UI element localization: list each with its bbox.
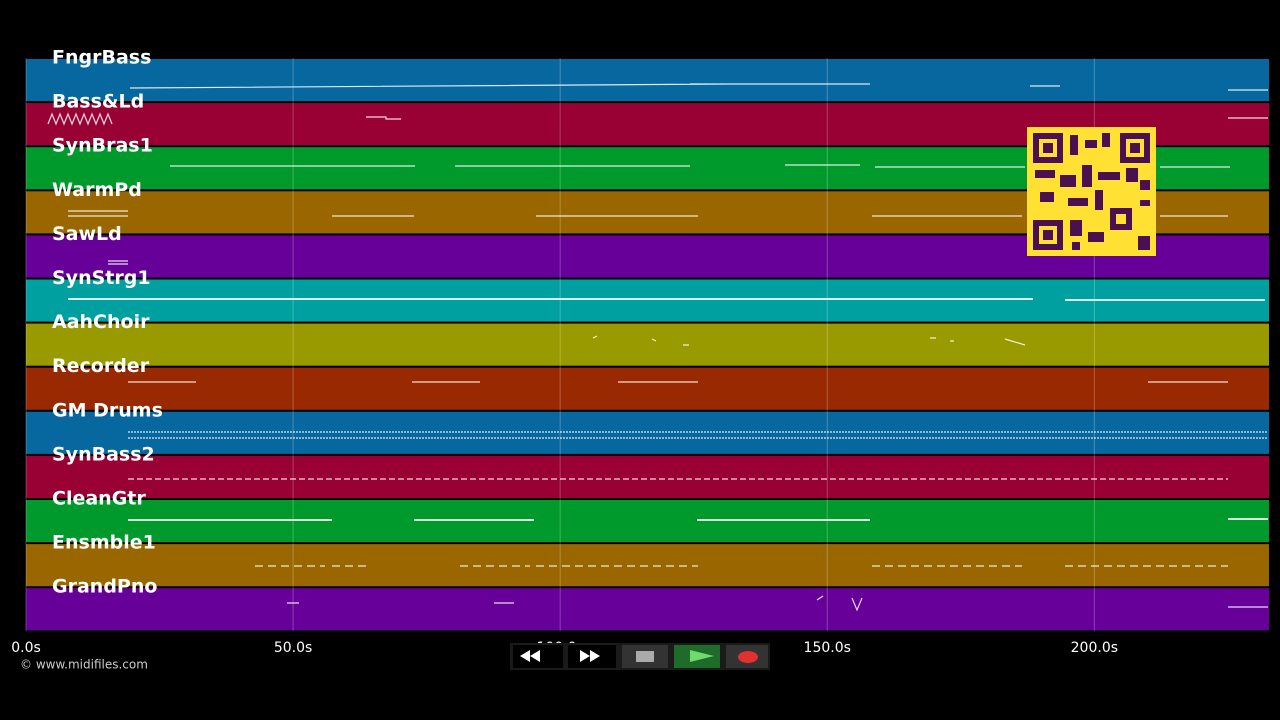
tick-label: 0.0s [11, 640, 41, 656]
note-trace [170, 164, 1230, 168]
time-grid [25, 58, 1095, 632]
track-name: SawLd [52, 223, 122, 245]
note-trace [128, 518, 1268, 521]
note-trace [68, 210, 1228, 217]
tick-label: 150.0s [804, 640, 851, 656]
note-trace [68, 298, 1265, 301]
track-labels: FngrBass Bass&Ld SynBras1 WarmPd SawLd SynStr… [52, 47, 163, 598]
track-band [26, 279, 1269, 322]
note-trace [47, 112, 1268, 126]
track-name: Ensmble1 [52, 532, 156, 554]
track-name: GrandPno [52, 576, 157, 598]
track-name: AahChoir [52, 311, 150, 333]
track-band [26, 500, 1269, 543]
track-name: Recorder [52, 355, 150, 377]
track-name: GM Drums [52, 399, 163, 421]
track-band [26, 411, 1269, 454]
credit: © www.midifiles.com [20, 658, 148, 672]
note-trace [128, 431, 1268, 439]
track-name: Bass&Ld [52, 91, 144, 113]
track-name: WarmPd [52, 179, 142, 201]
track-name: SynStrg1 [52, 267, 151, 289]
note-trace [108, 260, 128, 265]
track-band [26, 323, 1269, 366]
track-name: SynBras1 [52, 135, 153, 157]
track-band [26, 367, 1269, 410]
track-band [26, 544, 1269, 587]
track-name: FngrBass [52, 47, 151, 69]
note-trace [129, 83, 1268, 91]
tick-label: 50.0s [274, 640, 312, 656]
transport-controls [510, 643, 770, 670]
notes [47, 83, 1268, 612]
tick-label: 200.0s [1071, 640, 1118, 656]
track-name: SynBass2 [52, 443, 155, 465]
qr-code [1027, 127, 1156, 256]
track-band [26, 588, 1269, 631]
note-trace [287, 595, 1268, 612]
track-band [26, 455, 1269, 498]
track-band [26, 59, 1269, 102]
note-trace [592, 335, 1026, 346]
track-name: CleanGtr [52, 488, 146, 510]
